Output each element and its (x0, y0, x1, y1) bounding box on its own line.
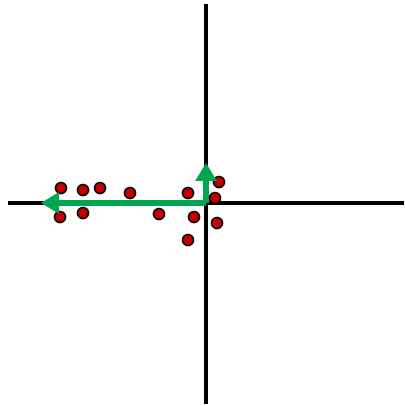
data-point-11 (210, 216, 224, 230)
vector-arrow-0 (41, 192, 206, 214)
data-point-4 (181, 186, 195, 200)
vector-head-1 (195, 163, 217, 181)
data-point-3 (123, 186, 137, 200)
vector-head-0 (41, 192, 59, 214)
data-points (53, 175, 226, 247)
data-point-1 (76, 183, 90, 197)
vectors (41, 163, 217, 214)
data-point-12 (181, 233, 195, 247)
data-point-5 (212, 175, 226, 189)
data-point-7 (53, 210, 67, 224)
data-point-2 (93, 181, 107, 195)
data-point-6 (208, 191, 222, 205)
data-point-0 (54, 181, 68, 195)
data-point-10 (187, 210, 201, 224)
vector-arrow-1 (195, 163, 217, 203)
data-point-8 (76, 206, 90, 220)
data-point-9 (152, 207, 166, 221)
